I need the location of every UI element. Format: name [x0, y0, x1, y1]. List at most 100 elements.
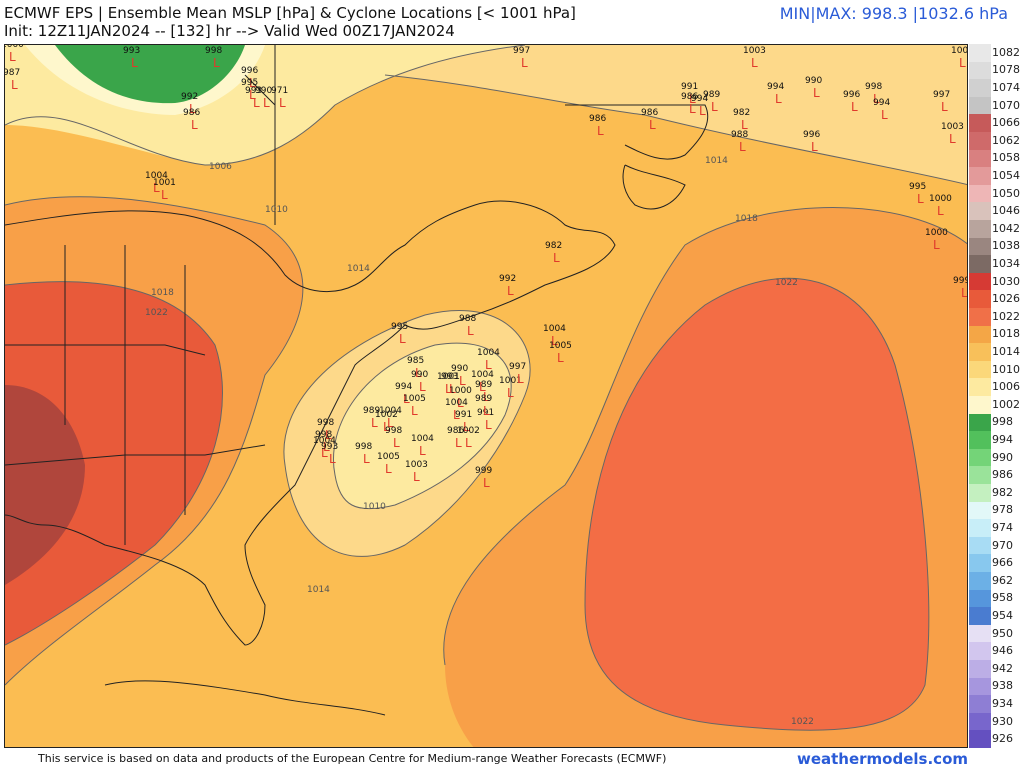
low-pressure-value: 998: [315, 430, 332, 440]
band-north-fill: [5, 45, 967, 185]
low-pressure-value: 1003: [743, 46, 766, 56]
low-marker-icon: L: [741, 118, 748, 132]
colorbar-swatch: [969, 624, 991, 643]
low-pressure-value: 986: [183, 108, 200, 118]
low-marker-icon: L: [649, 118, 656, 132]
low-marker-icon: L: [813, 86, 820, 100]
low-pressure-value: 1000: [5, 45, 24, 50]
low-marker-icon: L: [485, 358, 492, 372]
low-marker-icon: L: [457, 396, 464, 410]
low-pressure-value: 990: [255, 86, 272, 96]
colorbar-swatch: [969, 184, 991, 203]
isobar-label: 1010: [363, 502, 386, 512]
low-pressure-value: 1004: [313, 436, 336, 446]
colorbar-swatch: [969, 255, 991, 274]
colorbar-swatch: [969, 237, 991, 256]
colorbar-swatch: [969, 448, 991, 467]
colorbar-swatch: [969, 272, 991, 291]
low-marker-icon: L: [263, 96, 270, 110]
low-marker-icon: L: [131, 56, 138, 70]
isobar-label: 1014: [705, 156, 728, 166]
low-marker-icon: L: [917, 192, 924, 206]
low-marker-icon: L: [961, 286, 968, 300]
low-pressure-value: 998: [317, 418, 334, 428]
low-marker-icon: L: [419, 444, 426, 458]
colorbar-label: 1030: [992, 274, 1020, 288]
low-pressure-value: 998: [865, 82, 882, 92]
isobar-label: 1018: [735, 214, 758, 224]
low-pressure-value: 982: [733, 108, 750, 118]
colorbar-swatch: [969, 149, 991, 168]
low-pressure-value: 1003: [941, 122, 964, 132]
colorbar-label: 990: [992, 450, 1013, 464]
colorbar-label: 1038: [992, 239, 1020, 253]
low-marker-icon: L: [597, 124, 604, 138]
colorbar-label: 946: [992, 644, 1013, 658]
low-marker-icon: L: [711, 100, 718, 114]
low-pressure-value: 986: [447, 426, 464, 436]
low-pressure-value: 993: [321, 442, 338, 452]
low-pressure-value: 997: [933, 90, 950, 100]
colorbar-swatch: [969, 79, 991, 98]
coastlines: [5, 45, 709, 716]
low-marker-icon: L: [873, 92, 880, 106]
colorbar-label: 970: [992, 538, 1013, 552]
low-pressure-value: 1000: [449, 386, 472, 396]
colorbar-label: 982: [992, 485, 1013, 499]
low-pressure-value: 1003: [405, 460, 428, 470]
brand-link[interactable]: weathermodels.com: [796, 750, 968, 768]
low-pressure-value: 986: [681, 92, 698, 102]
low-marker-icon: L: [253, 96, 260, 110]
low-marker-icon: L: [191, 118, 198, 132]
colorbar-swatch: [969, 413, 991, 432]
mslp-map[interactable]: 1006 1010 1014 1018 1022 1014 1022 1010 …: [4, 44, 968, 748]
low-pressure-value: 1004: [471, 370, 494, 380]
colorbar-swatch: [969, 343, 991, 362]
colorbar-label: 958: [992, 591, 1013, 605]
low-pressure-value: 995: [241, 78, 258, 88]
low-pressure-value: 1004: [543, 324, 566, 334]
low-marker-icon: L: [321, 446, 328, 460]
low-pressure-value: 991: [455, 410, 472, 420]
colorbar-label: 954: [992, 609, 1013, 622]
low-marker-icon: L: [325, 428, 332, 442]
low-pressure-value: 985: [407, 356, 424, 366]
colorbar-swatch: [969, 202, 991, 221]
low-pressure-value: 987: [5, 68, 20, 78]
low-pressure-value: 996: [843, 90, 860, 100]
low-pressure-value: 1004: [145, 171, 168, 181]
colorbar-swatch: [969, 695, 991, 714]
low-pressure-value: 994: [873, 98, 890, 108]
isobar-label: 1022: [775, 278, 798, 288]
colorbar-swatch: [969, 501, 991, 520]
colorbar-swatch: [969, 167, 991, 186]
low-pressure-value: 993: [245, 86, 262, 96]
low-pressure-value: 998: [385, 426, 402, 436]
colorbar-label: 1046: [992, 204, 1020, 218]
colorbar-label: 942: [992, 661, 1013, 675]
low-marker-icon: L: [699, 104, 706, 118]
low-marker-icon: L: [453, 408, 460, 422]
low-marker-icon: L: [465, 436, 472, 450]
colorbar-swatch: [969, 589, 991, 608]
low-pressure-value: 999: [475, 466, 492, 476]
colorbar-swatch: [969, 536, 991, 555]
low-pressure-value: 986: [641, 108, 658, 118]
low-pressure-value: 1004: [379, 406, 402, 416]
colorbar-swatch: [969, 360, 991, 379]
colorbar-label: 1006: [992, 380, 1020, 394]
band-1026-west-fill: [5, 385, 85, 585]
low-marker-icon: L: [483, 476, 490, 490]
low-marker-icon: L: [485, 418, 492, 432]
low-marker-icon: L: [449, 382, 456, 396]
low-pressure-value: 1000: [929, 194, 952, 204]
low-marker-icon: L: [811, 140, 818, 154]
low-marker-icon: L: [941, 100, 948, 114]
colorbar-label: 1070: [992, 98, 1020, 112]
low-marker-icon: L: [959, 56, 966, 70]
low-pressure-value: 992: [181, 92, 198, 102]
low-pressure-value: 991: [477, 408, 494, 418]
low-pressure-value: 1000: [925, 228, 948, 238]
low-pressure-value: 1002: [375, 410, 398, 420]
colorbar-label: 938: [992, 679, 1013, 693]
